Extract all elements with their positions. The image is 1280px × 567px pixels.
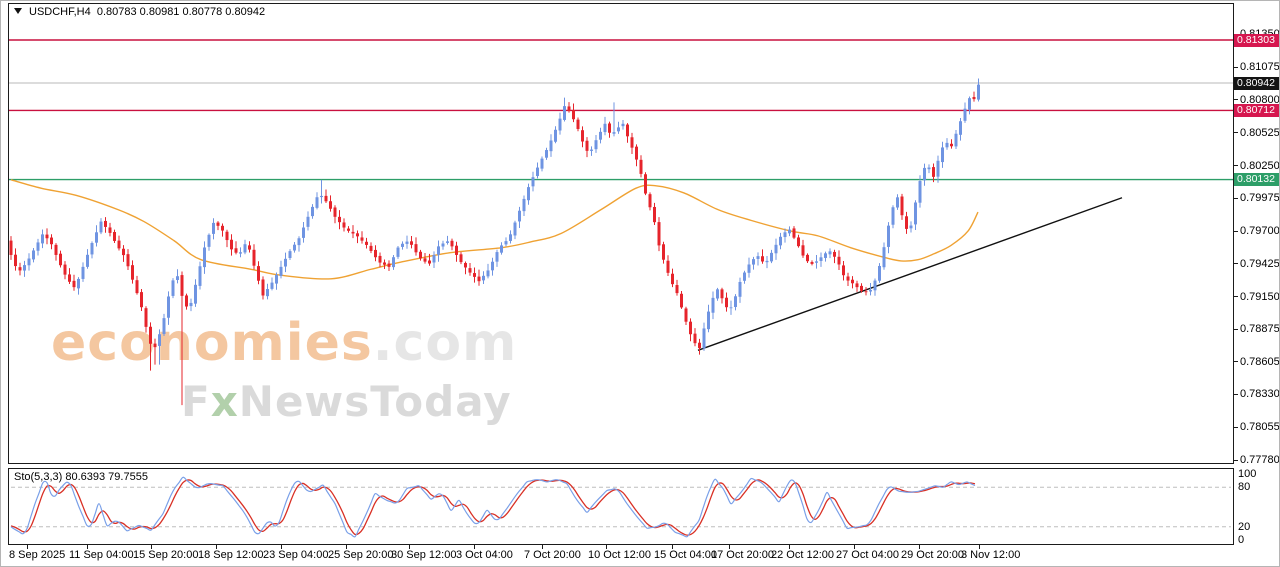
date-tick [474, 545, 475, 549]
date-label: 22 Oct 12:00 [771, 549, 834, 561]
date-tick [789, 545, 790, 549]
date-label: 3 Nov 12:00 [961, 549, 1021, 561]
price-tick-label: 0.80525 [1240, 126, 1280, 139]
ascending-trendline[interactable] [697, 197, 1123, 351]
moving-average-line[interactable] [10, 179, 979, 280]
date-label: 3 Oct 04:00 [456, 549, 513, 561]
date-label: 17 Oct 20:00 [711, 549, 774, 561]
price-badge-0.80712: 0.80712 [1234, 103, 1279, 117]
date-label: 15 Oct 04:00 [654, 549, 717, 561]
price-tick [1234, 230, 1238, 232]
date-tick [151, 545, 152, 549]
chart-title: USDCHF,H4 0.80783 0.80981 0.80778 0.8094… [14, 6, 265, 18]
price-tick [1234, 66, 1238, 68]
watermark-suffix: .com [372, 313, 518, 373]
price-tick-label: 0.79150 [1240, 290, 1280, 303]
main-chart-frame [8, 3, 1234, 464]
date-tick [672, 545, 673, 549]
date-tick [979, 545, 980, 549]
price-tick [1234, 132, 1238, 134]
price-tick-label: 0.80800 [1240, 93, 1280, 106]
date-label: 18 Sep 12:00 [198, 549, 264, 561]
date-tick [216, 545, 217, 549]
symbol-ohlc-text: USDCHF,H4 0.80783 0.80981 0.80778 0.8094… [29, 6, 266, 18]
sto-scale-label: 100 [1238, 468, 1257, 480]
stochastic-panel[interactable] [9, 469, 1233, 544]
price-tick [1234, 263, 1238, 265]
sto-signal-line [10, 479, 976, 536]
price-tick-label: 0.79975 [1240, 192, 1280, 205]
date-tick [27, 545, 28, 549]
sto-scale-label: 20 [1238, 520, 1251, 533]
price-badge-0.80132: 0.80132 [1234, 173, 1279, 187]
price-tick [1234, 296, 1238, 298]
date-label: 30 Sep 12:00 [391, 549, 457, 561]
sto-scale-label: 80 [1238, 481, 1251, 494]
stochastic-label: Sto(5,3,3) 80.6393 79.7555 [14, 471, 148, 483]
price-badge-0.80942: 0.80942 [1234, 76, 1279, 90]
date-tick [542, 545, 543, 549]
stochastic-frame [8, 468, 1234, 545]
price-tick-label: 0.81075 [1240, 61, 1280, 74]
price-tick [1234, 426, 1238, 428]
watermark-tagline: FxNewsToday [181, 377, 512, 426]
watermark: economies.com FxNewsToday [51, 313, 517, 426]
date-tick [606, 545, 607, 549]
sto-main-line [10, 476, 976, 538]
price-tick [1234, 328, 1238, 330]
date-label: 7 Oct 20:00 [524, 549, 581, 561]
date-label: 10 Oct 12:00 [588, 549, 651, 561]
date-tick [729, 545, 730, 549]
sto-scale-label: 0 [1238, 534, 1245, 546]
price-tick [1234, 393, 1238, 395]
date-label: 15 Sep 20:00 [133, 549, 199, 561]
price-tick-label: 0.78875 [1240, 323, 1280, 336]
price-tick-label: 0.80250 [1240, 159, 1280, 172]
date-tick [919, 545, 920, 549]
price-tick [1234, 197, 1238, 199]
watermark-brand: economies [51, 313, 373, 373]
date-label: 25 Sep 20:00 [328, 549, 394, 561]
price-tick [1234, 361, 1238, 363]
price-tick-label: 0.78055 [1240, 421, 1280, 434]
date-tick [281, 545, 282, 549]
price-tick-label: 0.78330 [1240, 388, 1280, 401]
price-tick [1234, 99, 1238, 101]
date-label: 23 Sep 04:00 [263, 549, 329, 561]
price-tick-label: 0.79425 [1240, 257, 1280, 270]
date-tick [854, 545, 855, 549]
date-label: 29 Oct 20:00 [901, 549, 964, 561]
date-tick [409, 545, 410, 549]
price-tick-label: 0.79700 [1240, 225, 1280, 238]
price-badge-0.81303: 0.81303 [1234, 33, 1279, 47]
symbol-dropdown-icon[interactable] [14, 8, 22, 14]
date-tick [346, 545, 347, 549]
date-label: 27 Oct 04:00 [836, 549, 899, 561]
date-tick [87, 545, 88, 549]
date-label: 8 Sep 2025 [9, 549, 66, 561]
price-tick-label: 0.77780 [1240, 454, 1280, 466]
price-tick [1234, 165, 1238, 167]
main-price-chart[interactable] [9, 4, 1233, 463]
price-tick [1234, 459, 1238, 461]
date-label: 11 Sep 04:00 [69, 549, 134, 561]
price-tick-label: 0.78605 [1240, 355, 1280, 368]
candles [9, 78, 980, 406]
